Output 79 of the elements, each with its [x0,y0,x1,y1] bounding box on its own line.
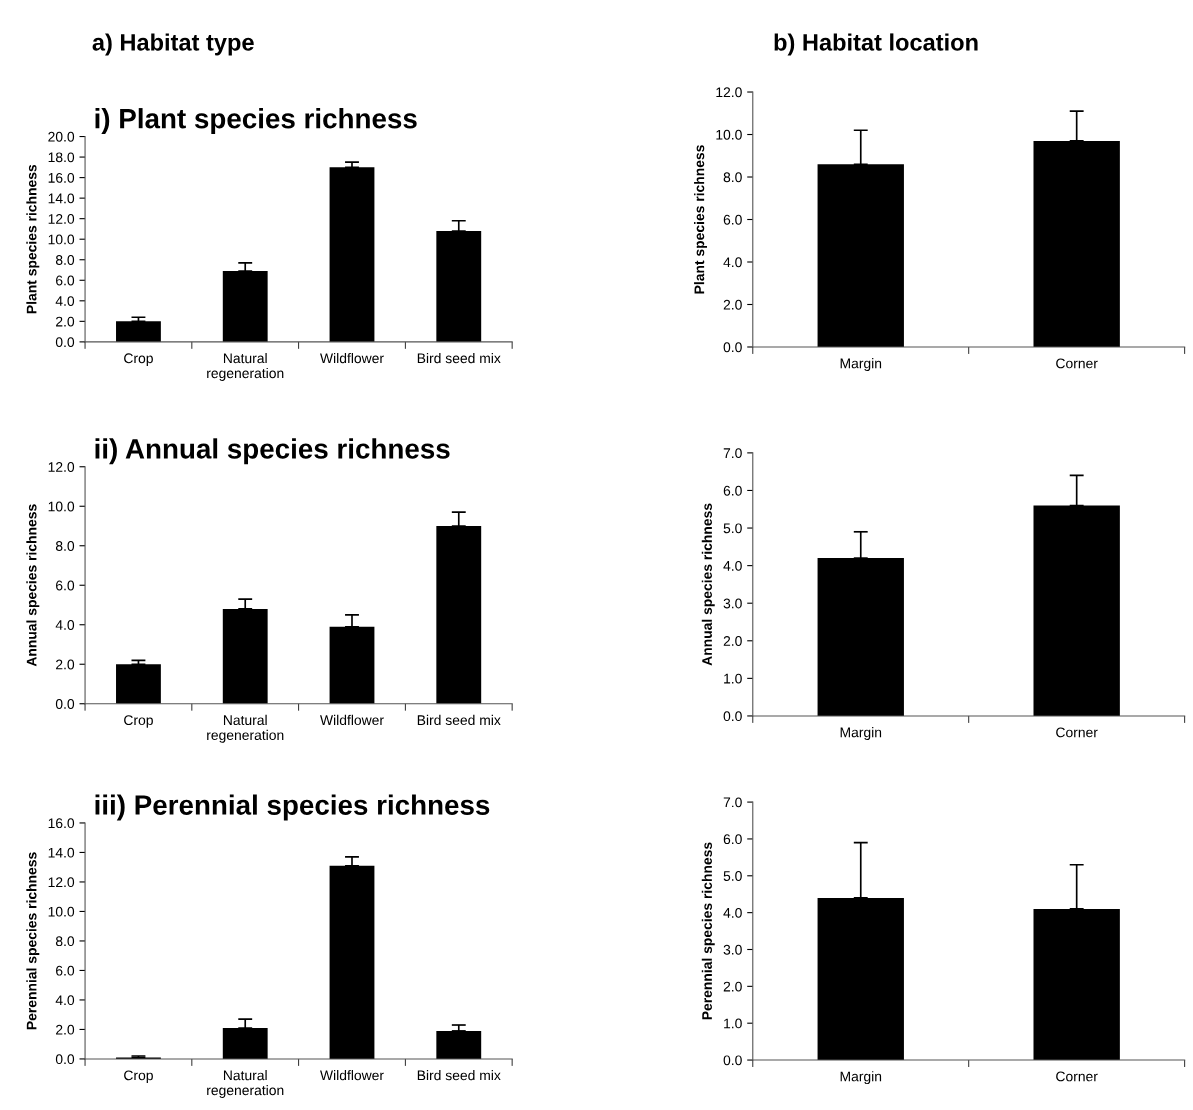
y-tick-label: 1.0 [724,673,742,684]
y-tick-label: 14.0 [48,193,75,204]
x-tick-label: Bird seed mix [417,352,501,364]
x-tick-label: Crop [124,715,153,728]
y-tick-label: 0.0 [55,699,75,709]
y-axis-title: Plant species richness [694,145,707,294]
x-tick-label: Corner [1056,358,1098,369]
chart-title: ii) Annual species richness [95,438,450,465]
y-tick-label: 10.0 [716,129,742,140]
y-tick-label: 6.0 [723,834,742,845]
y-tick-label: 16.0 [48,818,75,829]
y-tick-label: 8.0 [55,936,75,947]
y-tick-label: 8.0 [723,172,742,183]
x-tick-label: Margin [840,1071,882,1085]
y-tick-label: 18.0 [48,152,75,163]
y-tick-label: 0.0 [723,342,742,353]
y-tick-label: 4.0 [55,620,75,630]
y-tick-label: 7.0 [723,448,742,459]
y-tick-label: 12.0 [48,462,75,472]
x-tick-label: Wildflower [320,352,384,364]
y-tick-label: 10.0 [48,501,75,512]
x-tick-label: Bird seed mix [417,714,501,726]
x-tick-label: Crop [124,353,153,366]
y-tick-label: 4.0 [723,257,742,268]
text: a) Habitat type [92,33,254,56]
x-tick-label: Margin [840,358,882,372]
y-tick-label: 12.0 [48,214,75,224]
y-tick-label: 2.0 [723,981,742,992]
y-axis-title: Annual species richness [701,503,715,666]
y-tick-label: 6.0 [56,580,75,591]
x-tick-label: Wildflower [320,714,384,726]
y-tick-label: 7.0 [723,797,742,808]
y-tick-label: 14.0 [48,847,75,858]
y-tick-label: 5.0 [723,523,742,534]
x-tick-label: Natural regeneration [207,1070,284,1098]
y-tick-label: 10.0 [48,906,75,917]
y-axis-title: Perennial species richness [701,842,715,1020]
chart-title: iii) Perennial species richness [95,794,490,821]
x-tick-label: Corner [1056,727,1098,738]
y-tick-label: 8.0 [55,541,75,551]
x-tick-label: Crop [124,1070,153,1083]
y-tick-label: 2.0 [723,636,742,646]
y-tick-label: 4.0 [55,995,75,1006]
y-tick-label: 4.0 [723,560,742,571]
y-tick-label: 12.0 [716,87,742,98]
y-tick-label: 0.0 [55,1054,75,1065]
x-tick-label: Bird seed mix [417,1070,501,1081]
y-tick-label: 3.0 [723,598,742,609]
y-tick-label: 6.0 [723,485,742,496]
y-tick-label: 16.0 [48,172,75,183]
x-tick-label: Wildflower [320,1070,384,1081]
y-tick-label: 1.0 [724,1018,742,1029]
x-tick-label: Natural regeneration [207,352,284,381]
text: b) Habitat location [774,33,978,56]
y-tick-label: 0.0 [55,337,75,348]
y-tick-label: 5.0 [723,871,742,881]
y-tick-label: 2.0 [56,659,75,670]
y-tick-label: 2.0 [56,1024,75,1035]
y-tick-label: 4.0 [723,907,742,918]
chart-title: i) Plant species richness [95,108,417,134]
y-tick-label: 2.0 [56,316,75,327]
y-tick-label: 20.0 [48,131,75,142]
y-tick-label: 2.0 [723,299,742,310]
y-axis-title: Perennial species richness [26,852,40,1030]
y-tick-label: 12.0 [48,877,75,888]
y-tick-label: 6.0 [723,214,742,225]
y-tick-label: 6.0 [56,965,75,976]
y-axis-title: Annual species richness [26,504,40,667]
y-tick-label: 3.0 [723,944,742,955]
y-tick-label: 4.0 [55,296,75,306]
y-tick-label: 10.0 [48,234,75,245]
y-tick-label: 6.0 [56,275,75,286]
x-tick-label: Corner [1056,1071,1098,1082]
y-tick-label: 0.0 [723,1055,742,1066]
x-tick-label: Natural regeneration [207,714,284,743]
y-tick-label: 8.0 [55,255,75,265]
x-tick-label: Margin [840,727,882,741]
y-axis-title: Plant species richness [26,164,40,314]
y-tick-label: 0.0 [723,711,742,722]
